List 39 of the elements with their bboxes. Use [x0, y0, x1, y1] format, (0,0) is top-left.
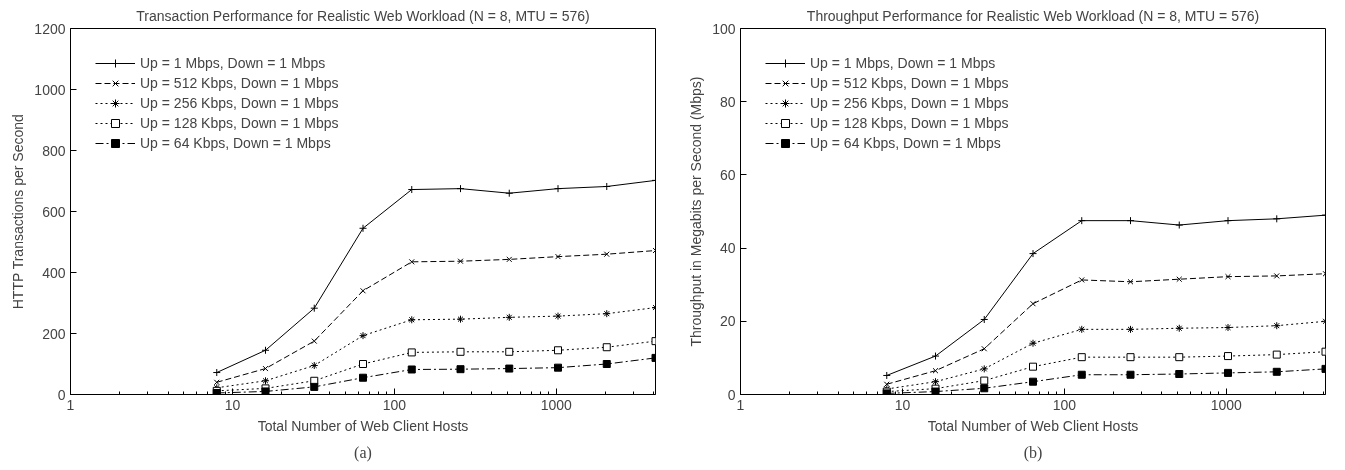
legend-label: Up = 128 Kbps, Down = 1 Mbps [810, 115, 1009, 131]
y-tick-label: 400 [42, 264, 66, 281]
x-tick-label: 100 [382, 396, 407, 413]
y-tick-label: 200 [42, 325, 66, 342]
x-tick-label: 100 [1052, 396, 1077, 413]
text: (b) [1023, 443, 1043, 462]
legend-label: Up = 1 Mbps, Down = 1 Mbps [140, 55, 326, 71]
y-tick-label: 600 [42, 203, 66, 220]
x-tick-label: 10 [894, 396, 911, 413]
legend-label: Up = 256 Kbps, Down = 1 Mbps [140, 95, 339, 111]
y-tick-label: 1000 [34, 81, 66, 98]
y-tick-label: 0 [727, 386, 736, 403]
text: (a) [354, 443, 372, 462]
y-axis-title: HTTP Transactions per Second [10, 114, 27, 310]
x-axis-title: Total Number of Web Client Hosts [927, 417, 1139, 434]
legend-label: Up = 512 Kbps, Down = 1 Mbps [810, 75, 1009, 91]
legend-label: Up = 256 Kbps, Down = 1 Mbps [810, 95, 1009, 111]
x-tick-label: 10 [224, 396, 241, 413]
y-tick-label: 100 [712, 20, 736, 37]
legend-label: Up = 1 Mbps, Down = 1 Mbps [810, 55, 996, 71]
x-tick-label: 1 [736, 396, 745, 413]
y-tick-label: 1200 [34, 20, 66, 37]
x-tick-label: 1000 [540, 396, 573, 413]
x-tick-label: 1000 [1210, 396, 1243, 413]
y-tick-label: 20 [719, 313, 736, 330]
chart-title: Transaction Performance for Realistic Web Workload (N = 8, MTU = 576) [136, 7, 590, 24]
legend-label: Up = 128 Kbps, Down = 1 Mbps [140, 115, 339, 131]
legend-label: Up = 64 Kbps, Down = 1 Mbps [810, 135, 1001, 151]
chart-title: Throughput Performance for Realistic Web Workload (N = 8, MTU = 576) [806, 7, 1260, 24]
y-tick-label: 0 [57, 386, 66, 403]
legend-label: Up = 512 Kbps, Down = 1 Mbps [140, 75, 339, 91]
x-tick-label: 1 [66, 396, 75, 413]
y-tick-label: 80 [719, 93, 736, 110]
y-tick-label: 800 [42, 142, 66, 159]
x-axis-title: Total Number of Web Client Hosts [257, 417, 469, 434]
y-tick-label: 60 [719, 166, 736, 183]
legend-label: Up = 64 Kbps, Down = 1 Mbps [140, 135, 331, 151]
y-tick-label: 40 [719, 240, 736, 257]
y-axis-title: Throughput in Megabits per Second (Mbps) [688, 76, 705, 347]
